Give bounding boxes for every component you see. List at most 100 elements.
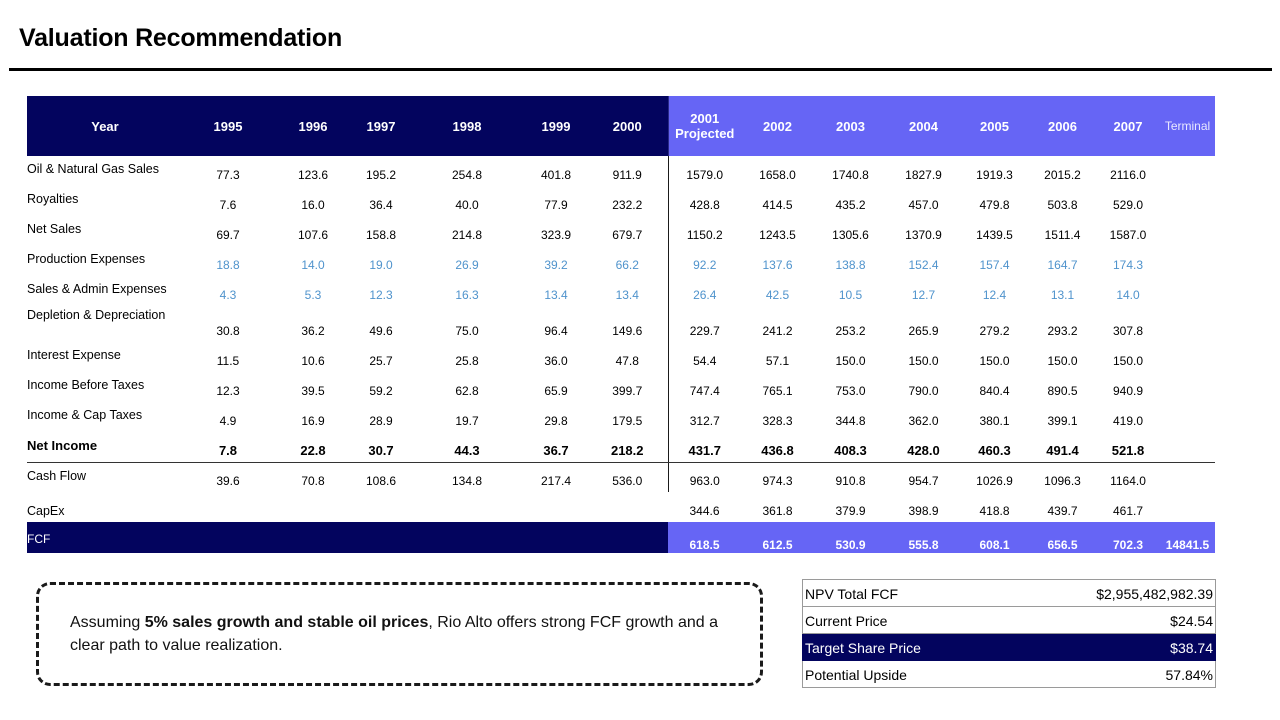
table-cell: 254.8 [451,168,483,182]
table-cell: 40.0 [455,198,479,212]
table-cell: 431.7 [668,432,741,463]
table-cell: 229.7 [689,324,720,338]
table-cell: 14.0 [301,258,325,272]
table-cell: 77.3 [216,168,240,182]
table-cell [587,522,668,553]
table-cell: 530.9 [814,522,887,553]
table-cell [273,492,353,522]
table-cell: 96.4 [544,324,568,338]
table-cell: 679.7 [587,216,669,246]
table-row: Net Sales 69.7 107.6 158.8 214.8 323.9 679.7 11… [27,216,1215,246]
table-cell: 890.5 [1047,384,1078,398]
slide-title: Valuation Recommendation [19,24,343,52]
table-cell: 179.5 [587,402,669,432]
table-cell: 75.0 [455,324,479,338]
table-cell: 963.0 [689,474,720,488]
table-row: Interest Expense 11.5 10.6 25.7 25.8 36.0 47.8… [27,342,1215,372]
table-cell: 25.7 [369,354,393,368]
table-cell: 5.3 [304,288,322,302]
table-cell: 49.6 [369,324,393,338]
table-cell: 10.6 [301,354,325,368]
table-cell [183,522,273,553]
header-projected-label: Projected [675,126,735,141]
table-cell [273,522,353,553]
table-cell: 1587.0 [1109,228,1147,242]
table-cell: 14841.5 [1160,522,1215,553]
table-cell: 2116.0 [1110,168,1146,182]
table-row: FCF 618.5 612.5 530.9 555.8 608.1 656.5 702.3 14… [27,522,1215,553]
table-cell: 108.6 [365,474,397,488]
table-cell: 13.4 [544,288,568,302]
table-cell: 253.2 [835,324,866,338]
table-cell: 974.3 [762,474,793,488]
table-cell: 521.8 [1096,432,1160,463]
table-cell: 312.7 [689,414,720,428]
table-cell [1160,402,1215,432]
table-cell: 12.3 [216,384,240,398]
callout-text-prefix: Assuming [70,614,145,631]
table-cell: 398.9 [908,504,939,518]
table-cell [1160,156,1215,186]
table-cell: 940.9 [1112,384,1144,398]
table-cell: 29.8 [544,414,568,428]
table-cell: 18.8 [216,258,240,272]
table-cell: 7.6 [219,198,237,212]
table-cell: 479.8 [979,198,1010,212]
table-cell: 69.7 [216,228,240,242]
table-cell: 150.0 [1112,354,1144,368]
table-cell: 460.3 [960,432,1029,463]
table-cell: 36.0 [544,354,568,368]
table-cell: 702.3 [1096,522,1160,553]
table-cell: 1370.9 [905,228,942,242]
table-row: Oil & Natural Gas Sales 77.3 123.6 195.2 254… [27,156,1215,186]
table-cell: 428.8 [689,198,720,212]
table-cell [1160,462,1215,492]
table-cell: 328.3 [762,414,793,428]
table-cell: 36.4 [369,198,393,212]
callout-text-suffix: , Rio Alto offers strong FCF growth and … [70,614,718,654]
summary-row-current-price: Current Price $24.54 [802,606,1217,634]
table-cell: 16.9 [301,414,325,428]
table-cell [1160,276,1215,306]
table-cell: 150.0 [835,354,866,368]
table-cell: 13.4 [587,276,669,306]
row-label: Sales & Admin Expenses [27,282,167,296]
table-cell: 137.6 [762,258,793,272]
table-cell: 123.6 [297,168,329,182]
table-cell: 22.8 [273,432,353,463]
table-cell: 11.5 [216,354,240,368]
table-cell: 399.7 [587,372,669,402]
table-cell: 1150.2 [686,228,723,242]
table-row: Income & Cap Taxes 4.9 16.9 28.9 19.7 29.8 179… [27,402,1215,432]
table-cell: 840.4 [979,384,1010,398]
table-cell: 4.3 [219,288,237,302]
valuation-summary-table: NPV Total FCF $2,955,482,982.39 Current … [802,579,1217,688]
table-cell: 241.2 [762,324,793,338]
table-cell: 39.2 [544,258,568,272]
table-cell: 77.9 [544,198,568,212]
header-year: 2002 [741,96,814,156]
table-cell: 279.2 [979,324,1010,338]
table-body: Oil & Natural Gas Sales 77.3 123.6 195.2 254… [27,156,1215,553]
table-cell: 218.2 [587,432,669,463]
table-cell [1160,432,1215,463]
summary-label: Potential Upside [802,660,1009,688]
table-cell: 323.9 [540,228,572,242]
table-cell: 1919.3 [976,168,1013,182]
header-year: 2004 [887,96,960,156]
table-cell: 12.7 [911,288,936,302]
table-row: Depletion & Depreciation 30.8 36.2 49.6 75.0… [27,306,1215,342]
table-cell [1160,306,1215,342]
table-cell: 28.9 [369,414,393,428]
table-cell: 436.8 [741,432,814,463]
table-cell: 362.0 [908,414,939,428]
row-label: Cash Flow [27,468,87,483]
table-cell: 26.9 [455,258,479,272]
table-cell: 65.9 [544,384,568,398]
table-cell: 612.5 [741,522,814,553]
table-cell: 44.3 [409,432,525,463]
table-cell: 13.1 [1050,288,1075,302]
table-cell: 4.9 [219,414,237,428]
table-cell: 265.9 [908,324,939,338]
table-cell: 107.6 [297,228,329,242]
